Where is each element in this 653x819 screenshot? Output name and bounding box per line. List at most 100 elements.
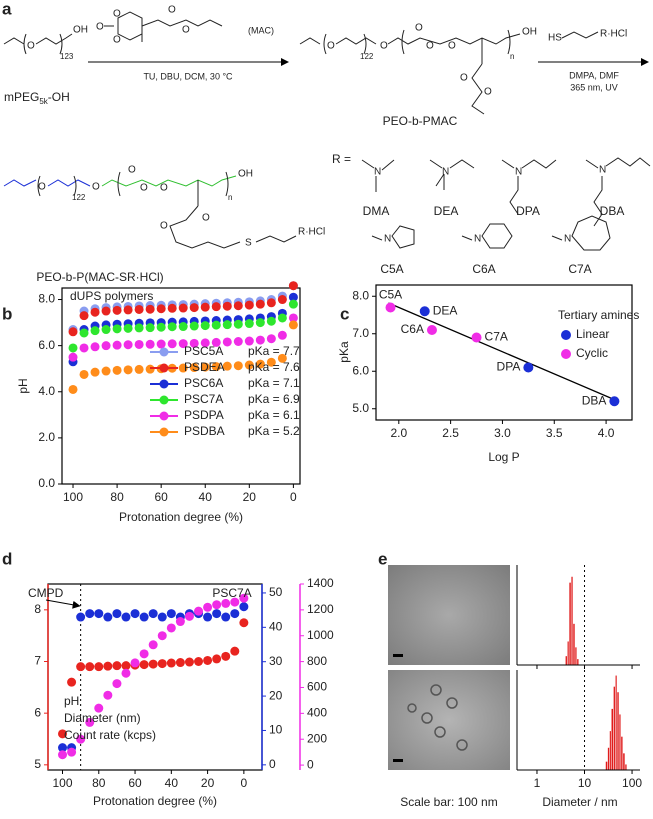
histogram-bar: [611, 708, 614, 770]
data-point: [255, 359, 265, 369]
data-point: [211, 337, 221, 347]
data-point: [200, 321, 210, 331]
data-point: [134, 339, 144, 349]
histogram-bar: [605, 761, 608, 770]
particles: [407, 684, 468, 751]
data-point: [121, 612, 131, 622]
bond: [47, 179, 91, 187]
data-point: [277, 330, 287, 340]
atom: OH: [238, 169, 253, 180]
x-tick-label: 2.0: [390, 426, 407, 440]
legend-label: PSC7A: [184, 392, 223, 406]
x-axis-label: Diameter / nm: [542, 795, 617, 809]
data-point: [68, 384, 78, 394]
data-point: [189, 321, 199, 331]
bond: [371, 225, 415, 249]
data-point: [79, 369, 89, 379]
point-label: DBA: [582, 393, 607, 407]
data-point: [103, 661, 113, 671]
legend-note: pKa = 6.9: [248, 392, 300, 406]
text: -OH: [48, 90, 70, 104]
bond: [429, 159, 475, 190]
data-point: [244, 336, 254, 346]
data-point: [255, 299, 265, 309]
data-point: [266, 357, 276, 367]
bond: [3, 179, 37, 187]
data-point: [426, 325, 437, 335]
y-tick-label: 5.0: [352, 401, 369, 415]
legend-label: Cyclic: [576, 346, 608, 360]
bond: [561, 31, 599, 39]
reagent-tag: (MAC): [248, 25, 274, 35]
data-point: [123, 305, 133, 315]
data-point: [222, 301, 232, 311]
x-tick-label: 0: [290, 490, 297, 504]
data-point: [94, 703, 104, 713]
data-point: [200, 338, 210, 348]
data-point: [90, 326, 100, 336]
bond: [361, 159, 395, 192]
x-tick-label: 20: [201, 776, 215, 790]
x-tick-label: 40: [199, 490, 213, 504]
data-point: [239, 602, 249, 612]
bond: [299, 37, 321, 45]
data-point: [288, 313, 298, 323]
bond: [551, 215, 611, 251]
y-tick-label: 7: [34, 654, 41, 668]
x-tick-label: 100: [63, 490, 83, 504]
data-point: [239, 618, 249, 628]
point-label: C5A: [379, 288, 402, 302]
data-point: [157, 631, 167, 641]
legend-label: pH: [64, 694, 79, 708]
data-point: [90, 307, 100, 317]
data-point: [157, 612, 167, 622]
data-point: [244, 319, 254, 329]
data-point: [239, 593, 249, 603]
data-point: [101, 306, 111, 316]
data-point: [255, 318, 265, 328]
data-point: [94, 609, 104, 619]
data-point: [184, 657, 194, 667]
x-tick-label: 3.5: [546, 426, 563, 440]
x-tick-label: 0: [241, 776, 248, 790]
data-point: [178, 363, 188, 373]
data-point: [222, 320, 232, 330]
y-tick-label: 50: [269, 585, 283, 599]
point-label: DEA: [433, 303, 458, 317]
bond: [471, 63, 485, 115]
data-point: [67, 747, 77, 757]
scale-bar: [393, 759, 403, 762]
atom: O: [168, 5, 176, 16]
legend-note: pKa = 6.1: [248, 408, 300, 422]
data-point: [121, 668, 131, 678]
data-point: [166, 609, 176, 619]
data-point: [145, 339, 155, 349]
data-point: [76, 662, 86, 672]
data-point: [203, 655, 213, 665]
data-point: [233, 319, 243, 329]
data-point: [288, 281, 298, 291]
histogram-bar: [567, 641, 569, 665]
atom: O: [426, 41, 434, 52]
y-tick-label: 10: [269, 723, 283, 737]
atom: O: [113, 9, 121, 20]
legend-marker: [159, 379, 169, 389]
data-point: [123, 365, 133, 375]
point-label: C6A: [401, 322, 424, 336]
plot-frame: [375, 284, 633, 421]
data-point: [277, 295, 287, 305]
histogram-bar: [575, 647, 577, 665]
data-point: [112, 365, 122, 375]
data-point: [189, 363, 199, 373]
histogram-bar: [617, 692, 619, 770]
bond: [501, 159, 557, 215]
y-tick-label: 0.0: [38, 476, 55, 490]
legend-marker: [561, 349, 571, 359]
annotation: PSC7A: [212, 586, 251, 600]
data-point: [255, 335, 265, 345]
y-tick-label: 8.0: [352, 288, 369, 302]
data-point: [178, 339, 188, 349]
point-label: C7A: [485, 330, 508, 344]
data-point: [212, 600, 222, 610]
